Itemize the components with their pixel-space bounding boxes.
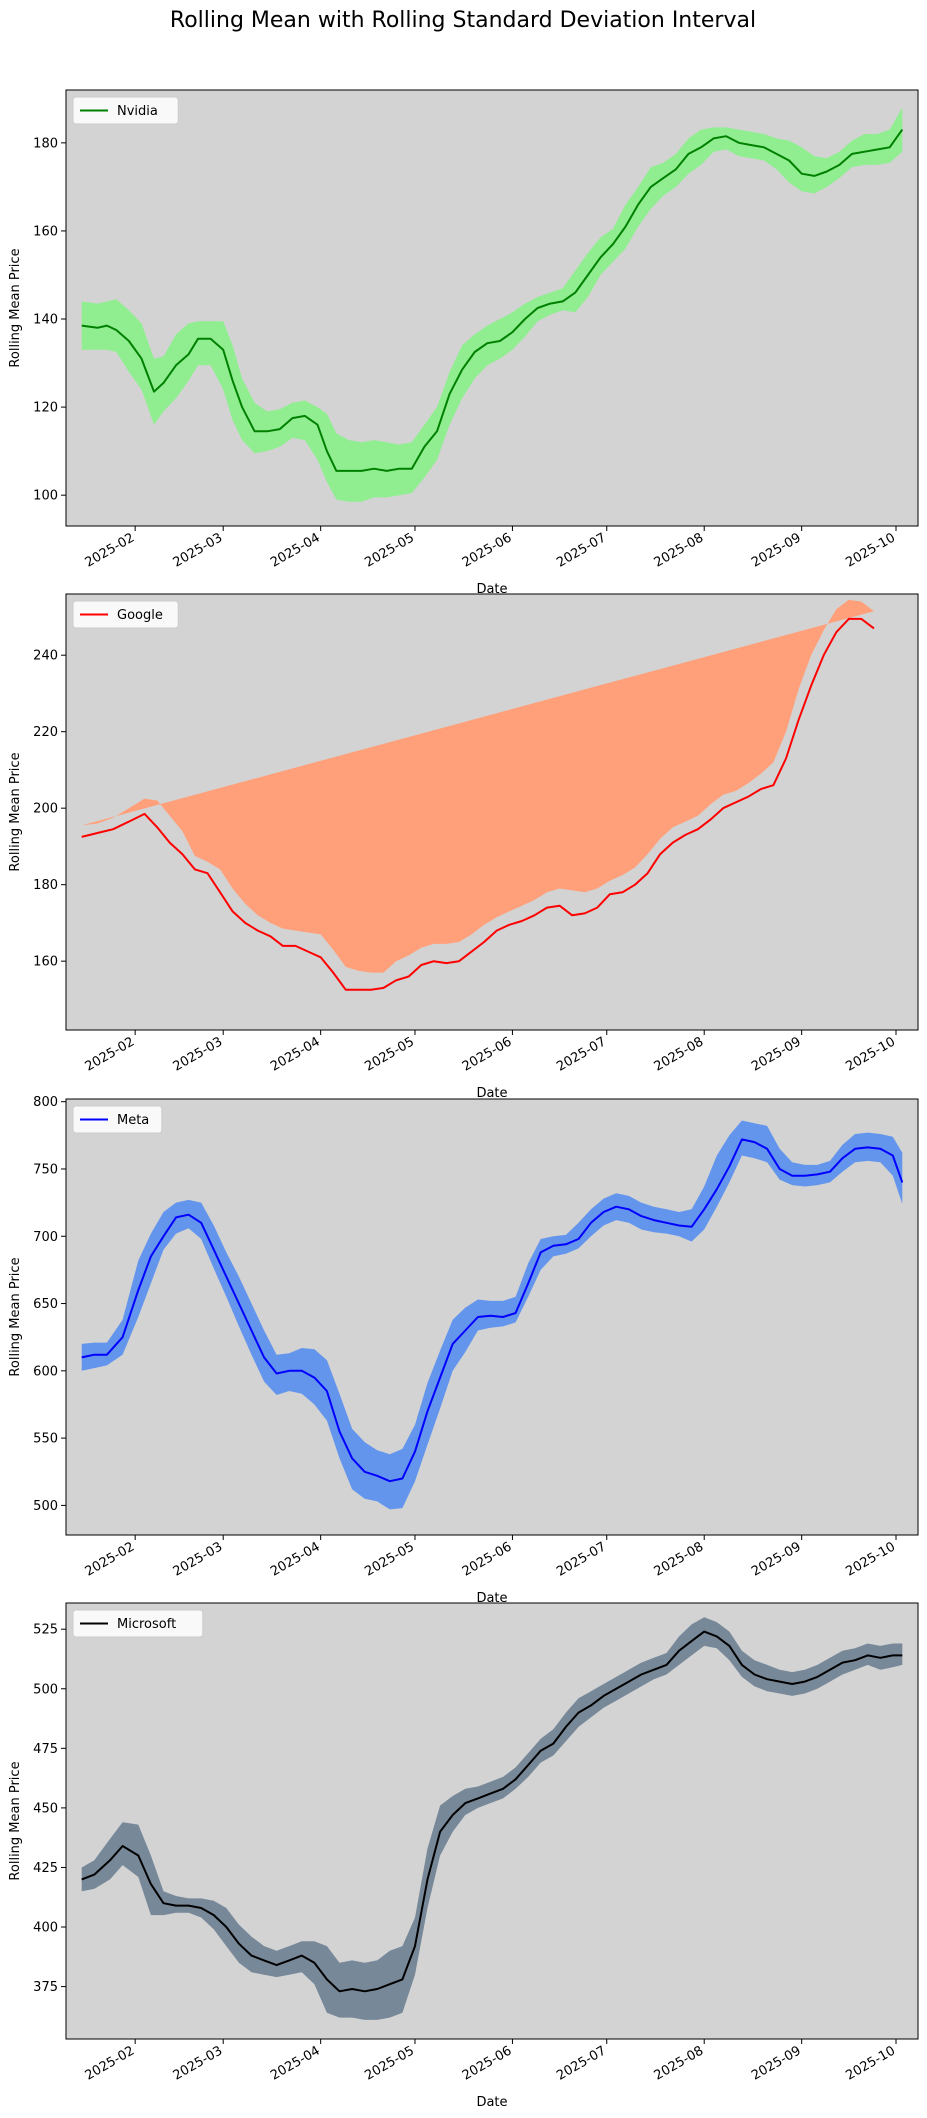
y-tick-label: 140 (33, 313, 58, 328)
axes-frame (65, 1098, 919, 1536)
legend: Nvidia (72, 96, 179, 125)
legend-box (72, 600, 179, 629)
y-tick-label: 180 (33, 878, 58, 893)
y-axis-label: Rolling Mean Price (8, 248, 23, 367)
y-tick-label: 160 (33, 955, 58, 970)
axes-frame (65, 89, 919, 527)
legend: Google (72, 600, 179, 629)
rolling-mean-line-microsoft (81, 1630, 903, 1993)
y-tick-label: 425 (33, 1861, 58, 1876)
legend-box (72, 1105, 163, 1134)
y-tick-label: 220 (33, 725, 58, 740)
legend-label: Meta (117, 1113, 149, 1128)
axes-frame (65, 593, 919, 1031)
figure-title: Rolling Mean with Rolling Standard Devia… (170, 8, 756, 33)
plot-area (66, 1603, 918, 2039)
y-tick-label: 450 (33, 1801, 58, 1816)
x-axis-label: Date (476, 582, 507, 597)
x-axis-label: Date (476, 2095, 507, 2110)
y-tick-label: 240 (33, 649, 58, 664)
rolling-mean-line-meta (81, 1138, 904, 1483)
y-tick-label: 120 (33, 401, 58, 416)
y-tick-label: 600 (33, 1364, 58, 1379)
legend: Meta (72, 1105, 163, 1134)
y-axis-label: Rolling Mean Price (8, 752, 23, 871)
rolling-mean-line-nvidia (81, 129, 904, 472)
y-tick-label: 375 (33, 1980, 58, 1995)
y-axis-label: Rolling Mean Price (8, 1761, 23, 1880)
y-tick-label: 160 (33, 224, 58, 239)
y-tick-label: 500 (33, 1682, 58, 1697)
legend: Microsoft (72, 1609, 204, 1638)
y-tick-label: 700 (33, 1230, 58, 1245)
y-tick-label: 180 (33, 136, 58, 151)
legend-label: Microsoft (117, 1617, 176, 1632)
y-tick-label: 475 (33, 1742, 58, 1757)
y-tick-label: 100 (33, 489, 58, 504)
y-tick-label: 800 (33, 1095, 58, 1110)
legend-label: Nvidia (117, 104, 158, 119)
y-tick-label: 550 (33, 1432, 58, 1447)
y-tick-label: 750 (33, 1162, 58, 1177)
y-tick-label: 500 (33, 1499, 58, 1514)
rolling-mean-line-google (81, 617, 875, 991)
legend-box (72, 96, 179, 125)
y-axis-label: Rolling Mean Price (8, 1257, 23, 1376)
legend-box (72, 1609, 204, 1638)
axes-frame (65, 1602, 919, 2040)
y-tick-label: 650 (33, 1297, 58, 1312)
std-band-google (81, 599, 874, 973)
y-tick-label: 525 (33, 1623, 58, 1638)
legend-label: Google (117, 608, 163, 623)
x-axis-label: Date (476, 1086, 507, 1101)
y-tick-label: 400 (33, 1921, 58, 1936)
x-axis-label: Date (476, 1591, 507, 1606)
y-tick-label: 200 (33, 802, 58, 817)
